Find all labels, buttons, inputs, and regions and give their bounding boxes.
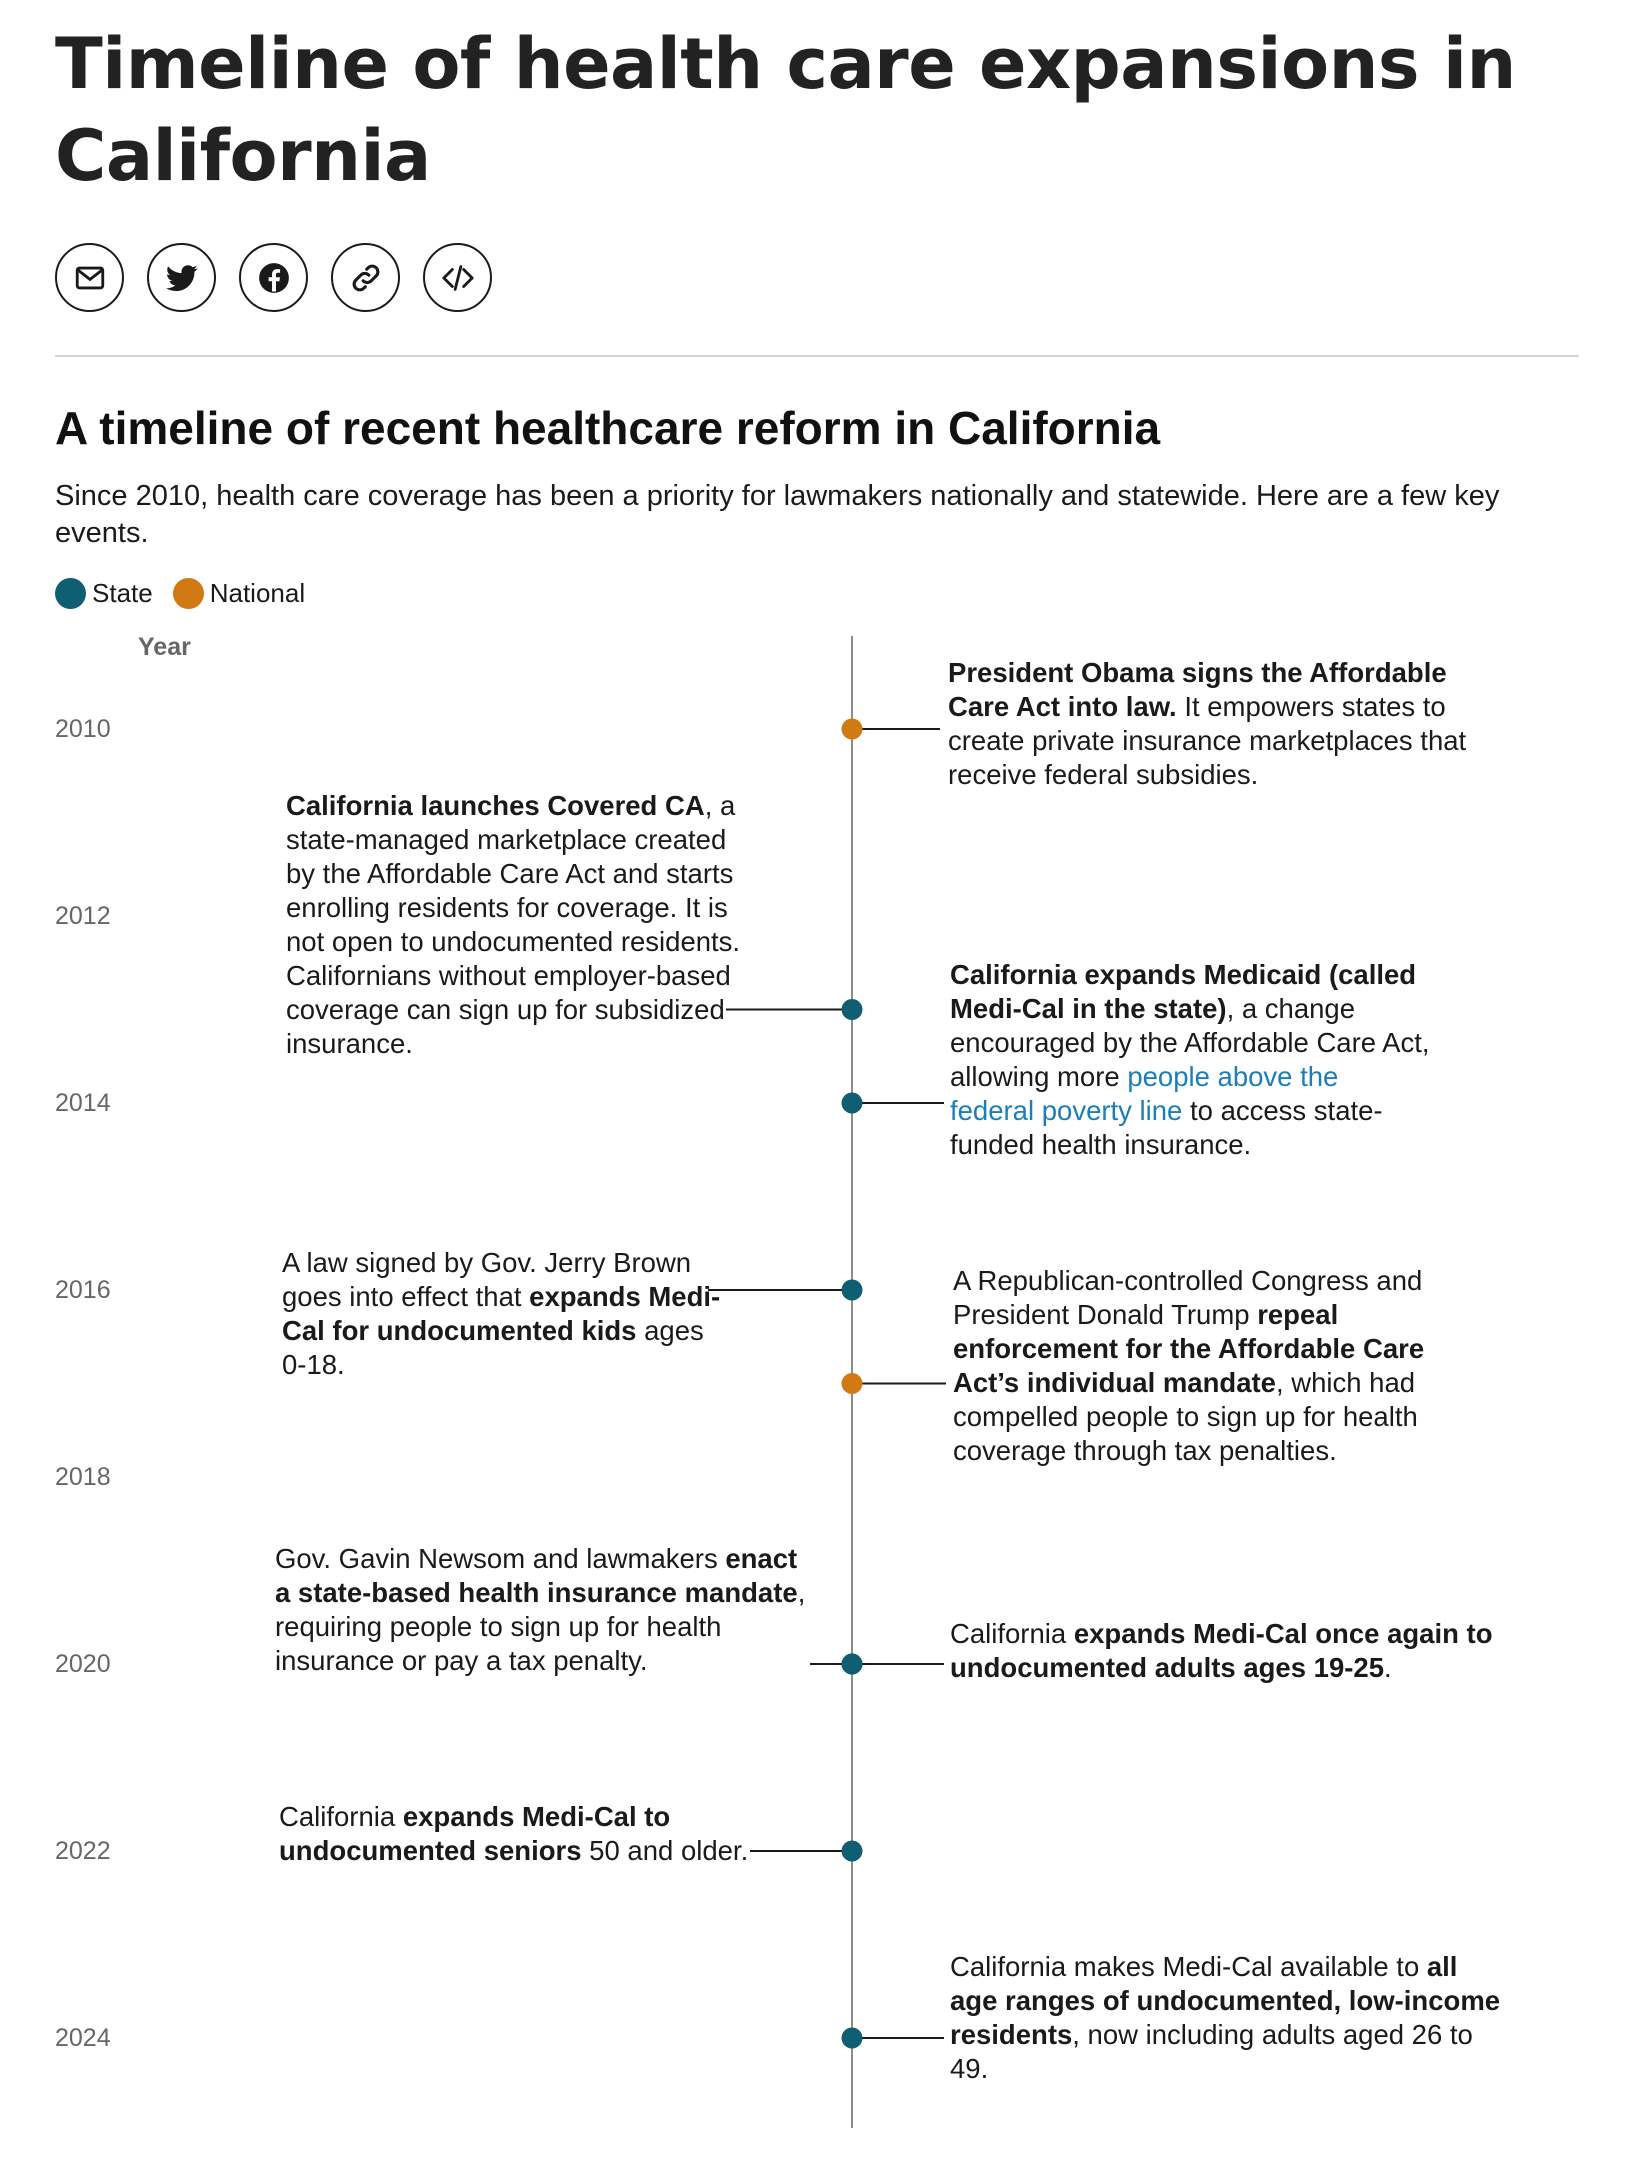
- event-marker-state: [841, 1279, 863, 1301]
- facebook-share-button[interactable]: [239, 243, 308, 312]
- event-marker-state: [841, 999, 863, 1020]
- page-title: Timeline of health care expansions in Ca…: [55, 23, 1516, 197]
- facebook-icon: [258, 262, 289, 293]
- event-text-bold: repeal enforcement for the Affordable Ca…: [953, 1299, 1425, 1398]
- year-axis-header: Year: [138, 633, 191, 661]
- twitter-icon: [165, 264, 198, 291]
- event-text-bold: expands Medi-Cal for undocumented kids: [282, 1281, 721, 1346]
- event-marker-state: [841, 1092, 863, 1114]
- event-marker-national: [841, 1373, 863, 1394]
- year-tick-label: 2012: [55, 902, 111, 930]
- legend-item-state: State: [55, 576, 153, 610]
- event-marker-state: [841, 1653, 863, 1675]
- embed-button[interactable]: [423, 243, 492, 312]
- legend: State National: [55, 576, 325, 610]
- event-marker-state: [841, 1840, 863, 1862]
- event-text-bold: all age ranges of undocumented, low-inco…: [950, 1951, 1501, 2050]
- mail-icon: [75, 266, 104, 289]
- event-marker-state: [841, 2027, 863, 2049]
- event-text: Gov. Gavin Newsom and lawmakers enact a …: [275, 1543, 806, 1676]
- event-text-bold: California launches Covered CA: [286, 790, 705, 821]
- event-text: A law signed by Gov. Jerry Brown goes in…: [282, 1247, 721, 1380]
- year-tick-label: 2016: [55, 1276, 111, 1304]
- year-tick-label: 2014: [55, 1089, 111, 1117]
- year-tick-label: 2018: [55, 1463, 111, 1491]
- event-text: California makes Medi-Cal available to a…: [950, 1951, 1501, 2084]
- legend-swatch-national: [172, 577, 204, 609]
- legend-label-state: State: [92, 578, 153, 608]
- event-text-bold: President Obama signs the Affordable Car…: [948, 657, 1447, 722]
- event-text: California launches Covered CA, a state-…: [286, 790, 741, 1059]
- email-share-button[interactable]: [55, 243, 124, 312]
- event-text-bold: enact a state-based health insurance man…: [275, 1543, 798, 1608]
- year-tick-label: 2020: [55, 1650, 111, 1678]
- event-text-link[interactable]: people above the federal poverty line: [950, 1061, 1339, 1126]
- event-text: California expands Medicaid (called Medi…: [950, 959, 1430, 1160]
- event-text-bold: expands Medi-Cal once again to undocumen…: [950, 1618, 1493, 1683]
- event-text-bold: California expands Medicaid (called Medi…: [950, 959, 1417, 1024]
- copy-link-button[interactable]: [331, 243, 400, 312]
- event-text-bold: expands Medi-Cal to undocumented seniors: [279, 1801, 671, 1866]
- legend-swatch-state: [55, 577, 86, 609]
- code-icon: [441, 264, 474, 291]
- legend-item-national: National: [172, 576, 306, 610]
- year-tick-label: 2022: [55, 1837, 111, 1865]
- chart-subtitle: Since 2010, health care coverage has bee…: [55, 480, 1500, 549]
- share-toolbar: [55, 243, 492, 312]
- event-text: President Obama signs the Affordable Car…: [948, 657, 1467, 790]
- legend-label-national: National: [209, 578, 306, 608]
- year-tick-label: 2024: [55, 2024, 111, 2052]
- event-marker-national: [841, 718, 863, 740]
- event-text: California expands Medi-Cal once again t…: [950, 1618, 1493, 1683]
- event-text: A Republican-controlled Congress and Pre…: [953, 1265, 1425, 1466]
- year-tick-label: 2010: [55, 715, 111, 743]
- event-text: California expands Medi-Cal to undocumen…: [279, 1801, 749, 1866]
- chart-title: A timeline of recent healthcare reform i…: [55, 402, 1161, 454]
- header-divider: [55, 355, 1579, 357]
- twitter-share-button[interactable]: [147, 243, 216, 312]
- link-icon: [352, 264, 379, 291]
